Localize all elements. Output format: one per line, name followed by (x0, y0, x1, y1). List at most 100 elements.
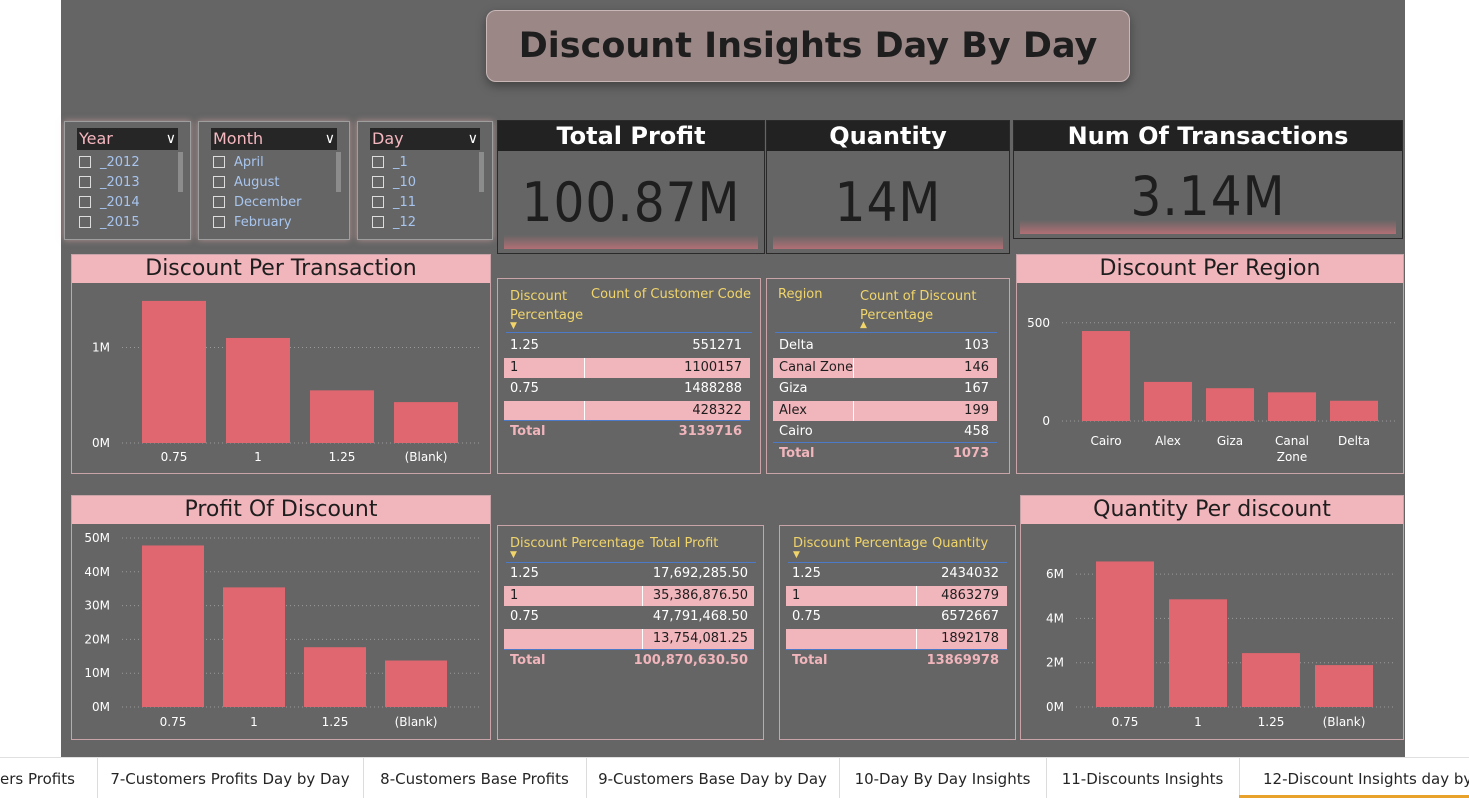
slicer-scrollbar[interactable] (336, 152, 341, 192)
checkbox[interactable] (372, 176, 384, 188)
slicer-item[interactable]: _11 (372, 193, 416, 211)
bar[interactable] (226, 337, 290, 443)
year-slicer[interactable]: Year ∨ _2012 _2013 _2014 _2015 (64, 121, 191, 240)
slicer-item[interactable]: _2015 (79, 213, 140, 231)
table-row[interactable]: 1892178 (786, 628, 1007, 649)
slicer-item[interactable]: _10 (372, 173, 416, 191)
day-slicer-header[interactable]: Day ∨ (370, 128, 480, 150)
table-row[interactable]: Canal Zone 146 (773, 357, 997, 378)
column-header[interactable]: Count of Customer Code (591, 287, 751, 302)
slicer-item[interactable]: August (213, 173, 280, 191)
checkbox[interactable] (372, 156, 384, 168)
checkbox[interactable] (213, 176, 225, 188)
slicer-item[interactable]: _2013 (79, 173, 140, 191)
customer-code-table[interactable]: Discount Percentage Count of Customer Co… (497, 278, 761, 474)
bar[interactable] (142, 300, 206, 443)
slicer-scrollbar[interactable] (178, 152, 183, 192)
slicer-item[interactable]: February (213, 213, 292, 231)
column-header[interactable]: Discount Percentage (793, 536, 928, 551)
profit-of-discount-chart[interactable]: Profit Of Discount 0M 10M 20M 30M 40M 50M 0.75… (71, 495, 491, 740)
slicer-scrollbar[interactable] (479, 152, 484, 192)
checkbox[interactable] (79, 216, 91, 228)
slicer-item[interactable]: _1 (372, 153, 408, 171)
table-cell: 1892178 (941, 630, 999, 646)
tab-customers-base-day-by-day[interactable]: 9-Customers Base Day by Day (586, 758, 840, 798)
bar[interactable] (1144, 381, 1192, 421)
bar[interactable] (1330, 400, 1378, 421)
checkbox[interactable] (213, 196, 225, 208)
chevron-down-icon[interactable]: ∨ (165, 131, 176, 147)
column-header[interactable]: Region (778, 287, 823, 302)
checkbox[interactable] (79, 196, 91, 208)
table-row[interactable]: 0.75 6572667 (786, 607, 1007, 627)
checkbox[interactable] (213, 216, 225, 228)
quantity-table[interactable]: Discount Percentage Quantity ▼ 1.25 24340… (779, 525, 1016, 740)
bar[interactable] (304, 647, 366, 707)
discount-per-transaction-chart[interactable]: Discount Per Transaction 0M 1M 0.75 1 1.25 (B… (71, 254, 491, 474)
day-slicer[interactable]: Day ∨ _1 _10 _11 _12 (357, 121, 493, 240)
table-row[interactable]: 1.25 551271 (504, 336, 750, 356)
chart-plot[interactable]: 0M 10M 20M 30M 40M 50M 0.75 1 1.25 (Blank) (72, 524, 490, 739)
bar[interactable] (1268, 392, 1316, 421)
chart-plot[interactable]: 0M 1M 0.75 1 1.25 (Blank) (72, 283, 490, 473)
chart-plot[interactable]: 0 500 Cairo Alex Giza Canal Zone Delta (1017, 283, 1403, 473)
bar[interactable] (310, 390, 374, 443)
bar[interactable] (1169, 599, 1227, 707)
slicer-item[interactable]: April (213, 153, 264, 171)
table-row[interactable]: 13,754,081.25 (504, 628, 754, 649)
checkbox[interactable] (79, 176, 91, 188)
checkbox[interactable] (213, 156, 225, 168)
column-header[interactable]: Total Profit (650, 536, 719, 551)
bar[interactable] (142, 545, 204, 707)
tab-customers-profits-day-by-day[interactable]: 7-Customers Profits Day by Day (97, 758, 364, 798)
column-header[interactable]: Discount Percentage (510, 289, 584, 323)
table-row[interactable]: Delta 103 (773, 336, 997, 356)
tab-customers-base-profits[interactable]: 8-Customers Base Profits (363, 758, 587, 798)
table-row[interactable]: 0.75 1488288 (504, 379, 750, 399)
total-value: 3139716 (678, 424, 742, 439)
total-profit-table[interactable]: Discount Percentage Total Profit ▼ 1.25 1… (497, 525, 764, 740)
checkbox[interactable] (372, 216, 384, 228)
column-header[interactable]: Count of Discount Percentage (860, 289, 977, 323)
table-row[interactable]: Cairo 458 (773, 422, 997, 442)
table-row[interactable]: 0.75 47,791,468.50 (504, 607, 754, 627)
table-row[interactable]: 1 1100157 (504, 357, 750, 378)
table-row[interactable]: Alex 199 (773, 400, 997, 421)
column-header[interactable]: Discount Percentage (510, 536, 645, 551)
bar[interactable] (1242, 653, 1300, 707)
checkbox[interactable] (372, 196, 384, 208)
bar[interactable] (1315, 665, 1373, 707)
table-row[interactable]: 428322 (504, 400, 750, 421)
bar[interactable] (385, 660, 447, 707)
table-row[interactable]: Giza 167 (773, 379, 997, 399)
bar[interactable] (1082, 331, 1130, 421)
month-slicer-header[interactable]: Month ∨ (211, 128, 337, 150)
quantity-per-discount-chart[interactable]: Quantity Per discount 0M 2M 4M 6M 0.75 1 1.25 (… (1020, 495, 1404, 740)
column-header[interactable]: Quantity (932, 536, 989, 551)
slicer-item[interactable]: _12 (372, 213, 416, 231)
tab-day-by-day-insights[interactable]: 10-Day By Day Insights (839, 758, 1047, 798)
slicer-item[interactable]: December (213, 193, 301, 211)
bar[interactable] (394, 402, 458, 443)
region-table[interactable]: Region Count of Discount Percentage ▲ De… (766, 278, 1010, 474)
slicer-item[interactable]: _2012 (79, 153, 140, 171)
chart-plot[interactable]: 0M 2M 4M 6M 0.75 1 1.25 (Blank) (1021, 524, 1403, 739)
table-row[interactable]: 1 4863279 (786, 585, 1007, 606)
bar[interactable] (1206, 388, 1254, 421)
table-row[interactable]: 1.25 2434032 (786, 564, 1007, 584)
discount-per-region-chart[interactable]: Discount Per Region 0 500 Cairo Alex Giza Can… (1016, 254, 1404, 474)
table-row[interactable]: 1 35,386,876.50 (504, 585, 754, 606)
slicer-item[interactable]: _2014 (79, 193, 140, 211)
cell-divider (853, 400, 854, 421)
bar[interactable] (1096, 561, 1154, 707)
chevron-down-icon[interactable]: ∨ (467, 131, 478, 147)
tab-discounts-insights[interactable]: 11-Discounts Insights (1046, 758, 1240, 798)
month-slicer[interactable]: Month ∨ April August December February (198, 121, 350, 240)
year-slicer-header[interactable]: Year ∨ (77, 128, 178, 150)
chevron-down-icon[interactable]: ∨ (324, 131, 335, 147)
bar[interactable] (223, 587, 285, 707)
tab-customers-profits[interactable]: ers Profits (0, 758, 98, 798)
tab-discount-insights-day-by-day[interactable]: 12-Discount Insights day by da (1239, 758, 1469, 798)
table-row[interactable]: 1.25 17,692,285.50 (504, 564, 754, 584)
checkbox[interactable] (79, 156, 91, 168)
